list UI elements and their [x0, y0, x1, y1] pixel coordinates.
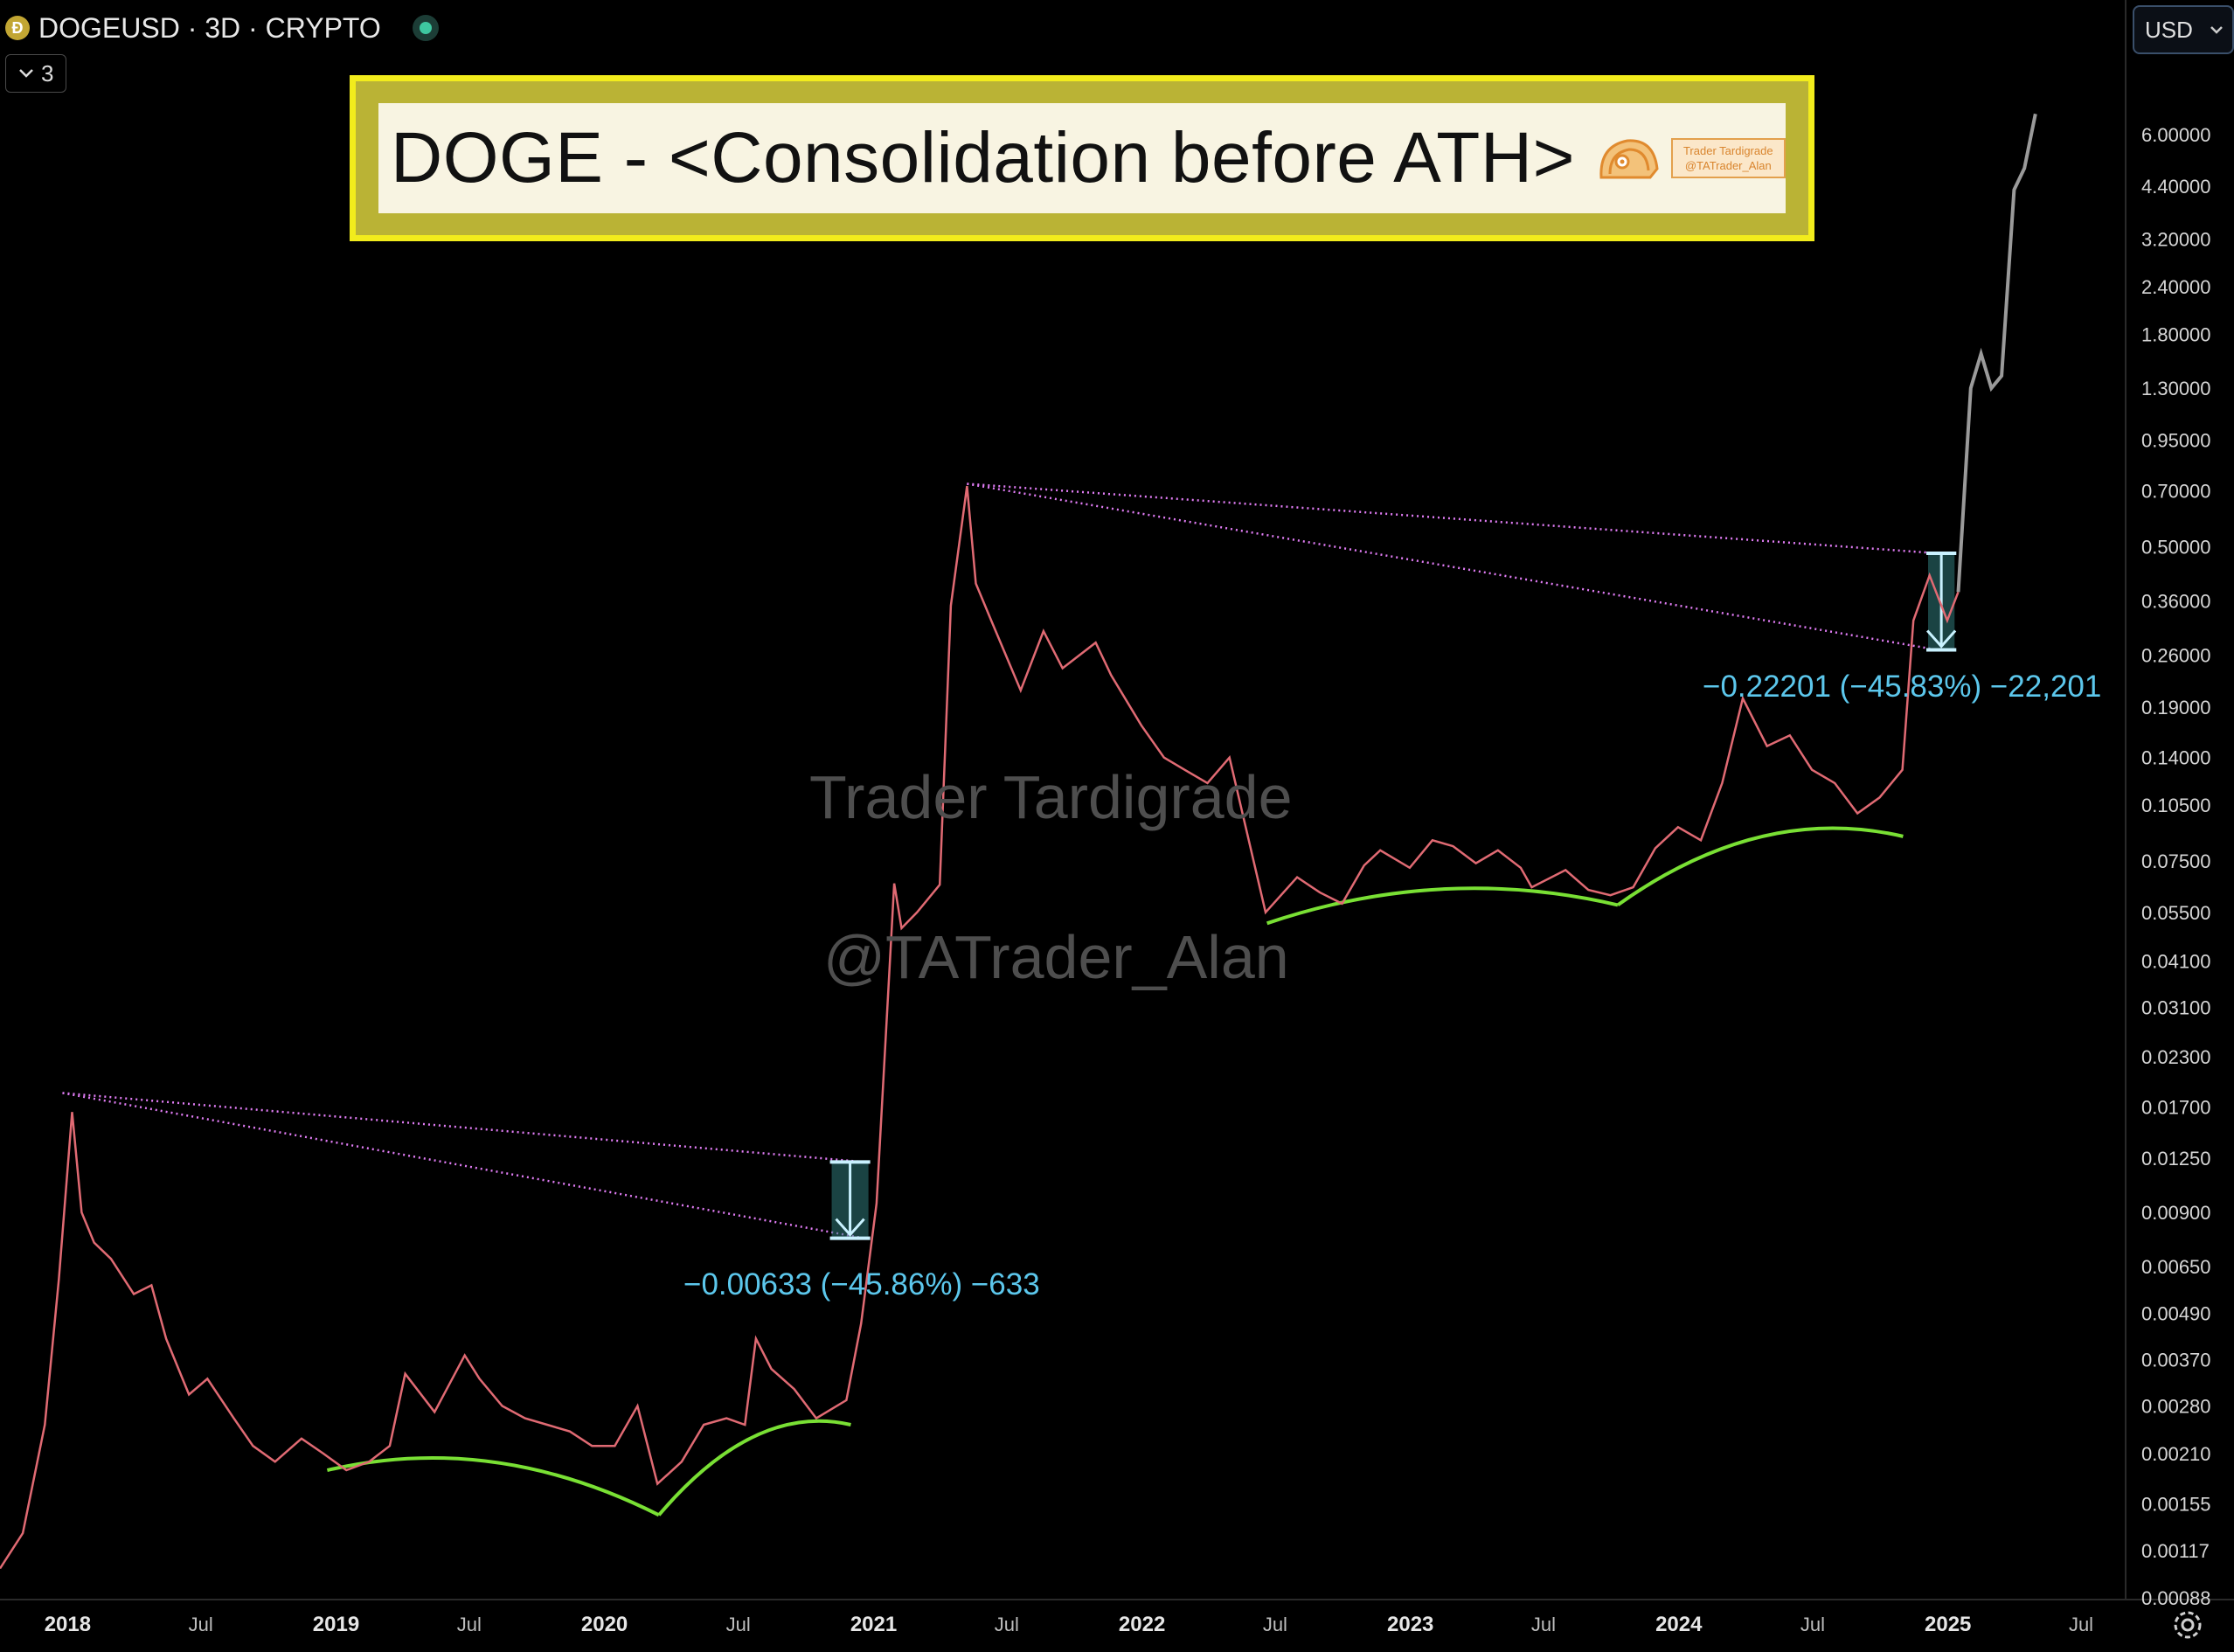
price-tick-label: 2.40000	[2141, 276, 2211, 298]
price-tick-label: 0.02300	[2141, 1046, 2211, 1068]
price-tick-label: 0.03100	[2141, 997, 2211, 1019]
currency-selector[interactable]: USD	[2133, 5, 2234, 54]
price-tick-label: 0.00370	[2141, 1350, 2211, 1371]
price-tick-label: 0.00650	[2141, 1256, 2211, 1278]
chevron-down-icon	[2210, 26, 2223, 34]
chart-title: DOGE - <Consolidation before ATH>	[391, 118, 1575, 198]
measurement-label-2021: −0.00633 (−45.86%) −633	[683, 1267, 1040, 1301]
price-tick-label: 0.00490	[2141, 1302, 2211, 1324]
trend-line[interactable]	[967, 482, 1939, 555]
base-arc[interactable]	[1266, 886, 1619, 926]
price-tick-label: 0.00900	[2141, 1202, 2211, 1224]
symbol-title: DOGEUSD · 3D · CRYPTO	[38, 11, 381, 44]
price-tick-label: 1.30000	[2141, 378, 2211, 399]
market-open-dot-icon[interactable]	[412, 15, 439, 41]
brand-line-2: @TATrader_Alan	[1684, 159, 1772, 172]
price-series-line	[0, 485, 1960, 1570]
chevron-down-icon	[19, 69, 33, 78]
price-tick-label: 0.00210	[2141, 1443, 2211, 1465]
time-tick-label: Jul	[2069, 1614, 2093, 1635]
projection-series-line	[1956, 113, 2037, 593]
consolidation-box[interactable]	[829, 1160, 871, 1240]
title-banner: DOGE - <Consolidation before ATH> Trader…	[350, 75, 1814, 241]
brand-line-1: Trader Tardigrade	[1682, 144, 1773, 157]
trend-line[interactable]	[62, 1092, 865, 1163]
tardigrade-logo-icon	[1599, 139, 1659, 179]
trend-line[interactable]	[967, 482, 1939, 651]
price-tick-label: 0.04100	[2141, 951, 2211, 973]
price-tick-label: 0.07500	[2141, 850, 2211, 872]
time-tick-label: Jul	[1263, 1614, 1287, 1635]
price-tick-label: 0.19000	[2141, 697, 2211, 718]
time-tick-label: 2020	[581, 1613, 628, 1636]
price-tick-label: 1.80000	[2141, 323, 2211, 345]
price-tick-label: 0.00280	[2141, 1396, 2211, 1418]
time-axis[interactable]: 2018 Jul 2019 Jul 2020 Jul 2021 Jul 2022 Jul 2023 J…	[45, 1613, 2093, 1636]
time-tick-label: 2025	[1925, 1613, 1971, 1636]
trend-line[interactable]	[62, 1092, 865, 1239]
time-tick-label: Jul	[995, 1614, 1019, 1635]
price-tick-label: 0.14000	[2141, 747, 2211, 769]
indicator-toggle-button[interactable]: 3	[5, 54, 67, 93]
price-tick-label: 3.20000	[2141, 228, 2211, 250]
price-tick-label: 0.05500	[2141, 902, 2211, 924]
price-tick-label: 0.10500	[2141, 795, 2211, 816]
gear-icon[interactable]	[2169, 1607, 2206, 1643]
currency-label: USD	[2145, 16, 2193, 43]
time-tick-label: Jul	[726, 1614, 751, 1635]
price-tick-label: 0.36000	[2141, 591, 2211, 613]
time-tick-label: 2023	[1387, 1613, 1433, 1636]
price-tick-label: 0.01700	[2141, 1096, 2211, 1118]
watermark-handle: @TATrader_Alan	[823, 923, 1289, 991]
price-tick-label: 0.00155	[2141, 1494, 2211, 1516]
price-tick-label: 0.95000	[2141, 430, 2211, 452]
consolidation-box[interactable]	[1926, 552, 1957, 652]
base-arc[interactable]	[1616, 826, 1904, 907]
time-tick-label: Jul	[189, 1614, 213, 1635]
price-tick-label: 4.40000	[2141, 176, 2211, 198]
time-tick-label: 2019	[313, 1613, 359, 1636]
time-tick-label: Jul	[1800, 1614, 1825, 1635]
time-tick-label: Jul	[1531, 1614, 1556, 1635]
time-tick-label: 2024	[1655, 1613, 1703, 1636]
symbol-bar[interactable]: Ð DOGEUSD · 3D · CRYPTO	[5, 9, 439, 47]
price-tick-label: 0.70000	[2141, 480, 2211, 502]
base-arc[interactable]	[657, 1419, 851, 1517]
indicator-count: 3	[41, 59, 54, 87]
time-tick-label: Jul	[457, 1614, 482, 1635]
base-arc[interactable]	[326, 1456, 660, 1517]
price-tick-label: 0.00117	[2141, 1540, 2210, 1562]
price-axis[interactable]: 6.00000 4.40000 3.20000 2.40000 1.80000 1.300…	[2141, 124, 2211, 1609]
time-tick-label: 2022	[1119, 1613, 1165, 1636]
dogecoin-coin-icon: Ð	[5, 16, 30, 40]
price-tick-label: 6.00000	[2141, 124, 2211, 146]
price-tick-label: 0.01250	[2141, 1148, 2211, 1170]
price-tick-label: 0.50000	[2141, 536, 2211, 558]
watermark-name: Trader Tardigrade	[809, 763, 1293, 831]
price-tick-label: 0.00088	[2141, 1587, 2211, 1609]
measurement-label-2025: −0.22201 (−45.83%) −22,201	[1703, 670, 2102, 704]
brand-badge: Trader Tardigrade @TATrader_Alan	[1670, 138, 1786, 178]
time-tick-label: 2018	[45, 1613, 91, 1636]
price-tick-label: 0.26000	[2141, 644, 2211, 666]
time-tick-label: 2021	[850, 1613, 897, 1636]
